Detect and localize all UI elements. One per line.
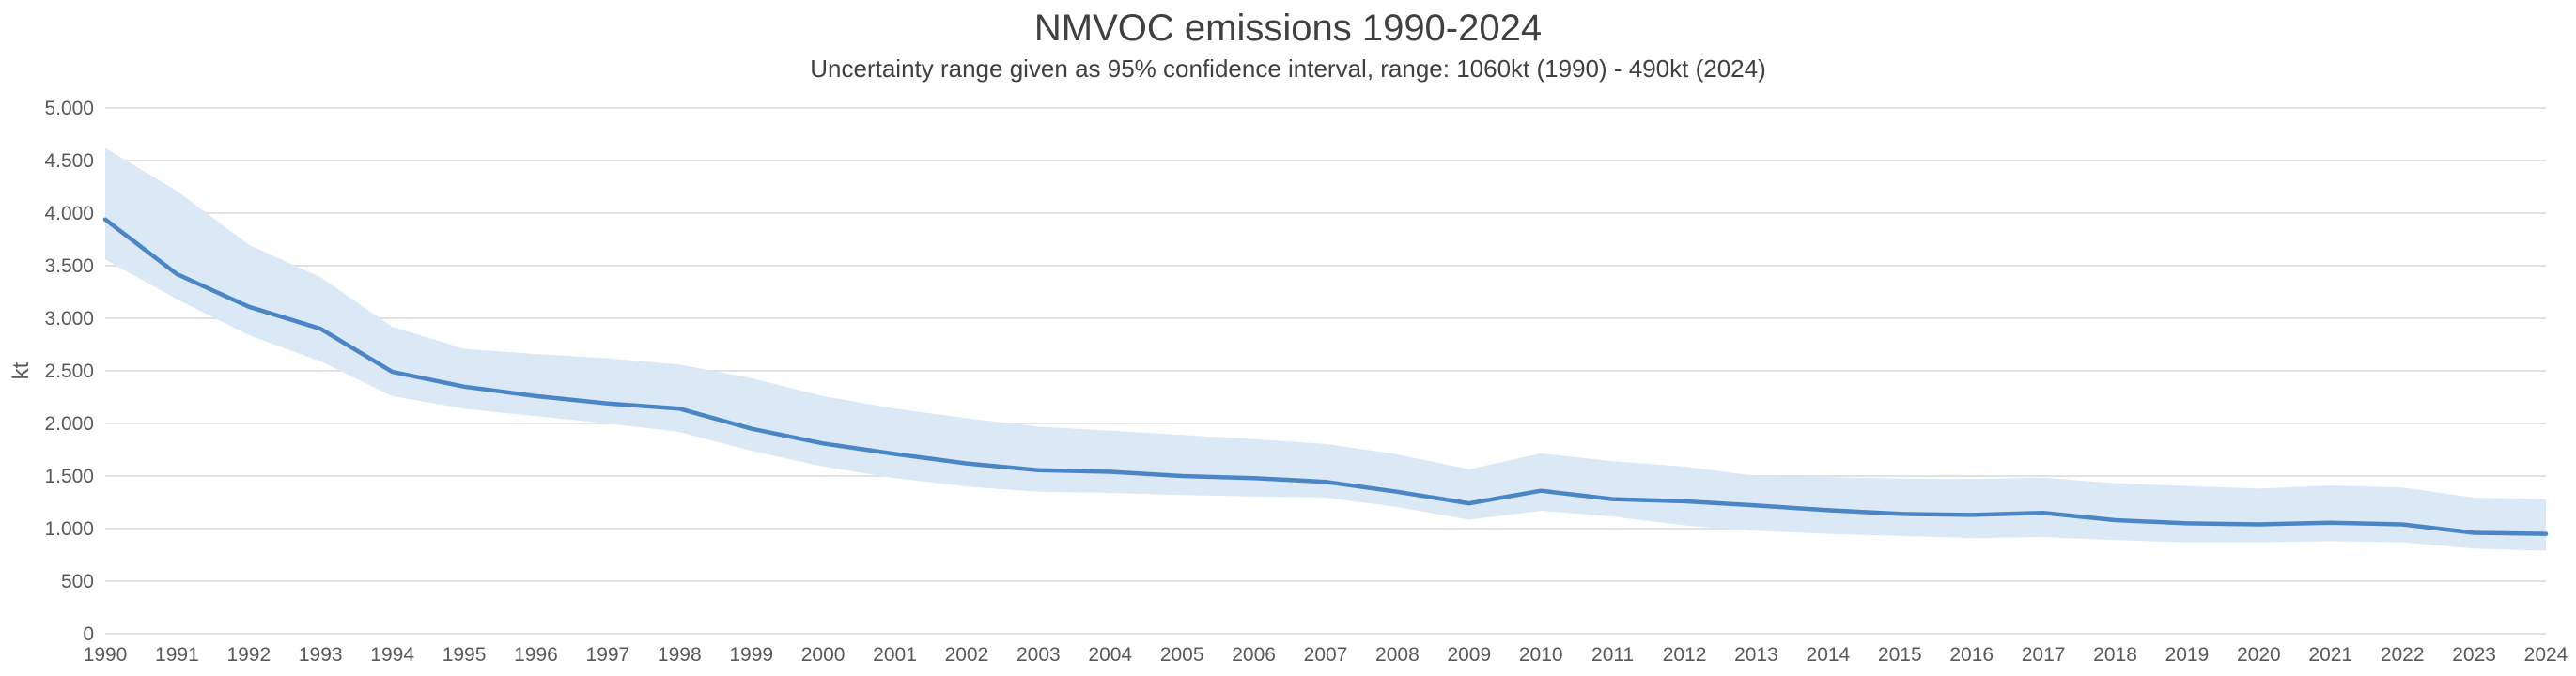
y-tick-label: 2.500: [44, 361, 94, 382]
x-tick-label: 1997: [586, 644, 630, 666]
x-tick-label: 2007: [1304, 644, 1348, 666]
x-tick-label: 2018: [2093, 644, 2137, 666]
x-tick-label: 1992: [226, 644, 271, 666]
x-tick-label: 2004: [1088, 644, 1132, 666]
x-tick-label: 1994: [370, 644, 414, 666]
y-tick-label: 2.000: [44, 413, 94, 435]
emissions-line: [102, 217, 2549, 536]
x-tick-label: 1995: [442, 644, 487, 666]
x-tick-label: 2013: [1734, 644, 1778, 666]
y-tick-label: 1.500: [44, 466, 94, 487]
y-axis-title: kt: [8, 361, 34, 379]
x-tick-label: 2020: [2237, 644, 2281, 666]
y-tick-label: 3.000: [44, 308, 94, 330]
x-tick-label: 2005: [1160, 644, 1204, 666]
x-tick-label: 2012: [1663, 644, 1707, 666]
x-tick-label: 2022: [2381, 644, 2425, 666]
x-tick-label: 2024: [2524, 644, 2568, 666]
page-subtitle: Uncertainty range given as 95% confidenc…: [810, 54, 1766, 83]
x-tick-label: 2003: [1016, 644, 1061, 666]
x-tick-label: 2016: [1949, 644, 1994, 666]
x-tick-label: 2019: [2165, 644, 2210, 666]
x-tick-label: 1990: [84, 644, 128, 666]
uncertainty-band: [105, 147, 2546, 551]
x-tick-label: 2021: [2308, 644, 2352, 666]
y-tick-label: 5.000: [44, 98, 94, 119]
y-tick-label: 0: [83, 623, 94, 645]
y-tick-label: 1.000: [44, 518, 94, 540]
x-tick-label: 2017: [2022, 644, 2066, 666]
y-tick-label: 500: [61, 571, 94, 592]
x-tick-label: 1996: [514, 644, 558, 666]
x-tick-label: 2011: [1591, 644, 1634, 666]
x-tick-label: 1991: [155, 644, 199, 666]
y-tick-label: 3.500: [44, 255, 94, 277]
x-tick-label: 2006: [1232, 644, 1276, 666]
y-tick-label: 4.500: [44, 150, 94, 172]
x-tick-label: 2009: [1447, 644, 1491, 666]
x-tick-label: 2000: [801, 644, 846, 666]
x-tick-label: 1993: [299, 644, 343, 666]
x-tick-label: 2014: [1807, 644, 1851, 666]
x-tick-label: 2008: [1375, 644, 1420, 666]
page-title: NMVOC emissions 1990-2024: [1033, 8, 1543, 49]
x-tick-label: 1998: [658, 644, 702, 666]
x-tick-label: 1999: [729, 644, 773, 666]
x-tick-label: 2010: [1519, 644, 1563, 666]
y-tick-label: 4.000: [44, 203, 94, 224]
x-tick-label: 2002: [945, 644, 989, 666]
x-tick-label: 2023: [2452, 644, 2496, 666]
x-tick-label: 2001: [873, 644, 917, 666]
x-tick-label: 2015: [1878, 644, 1922, 666]
